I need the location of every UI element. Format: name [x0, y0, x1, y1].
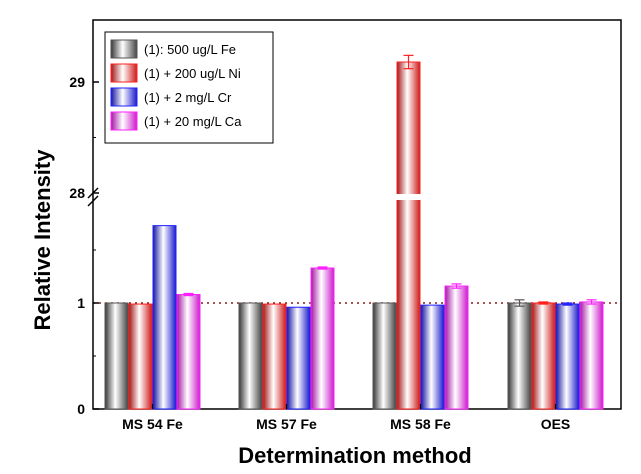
legend-label: (1): 500 ug/L Fe — [144, 42, 236, 57]
error-bar — [586, 299, 597, 305]
legend-swatch — [110, 87, 138, 107]
bar — [310, 267, 335, 410]
bar — [176, 294, 201, 410]
bar — [555, 303, 580, 410]
bar — [262, 303, 287, 410]
axis-break-gap — [94, 194, 620, 200]
legend-swatch — [110, 39, 138, 59]
bar — [579, 301, 604, 410]
bar — [531, 302, 556, 410]
x-tick-label: OES — [541, 416, 571, 432]
x-tick-label: MS 54 Fe — [122, 416, 183, 432]
x-tick-label: MS 57 Fe — [256, 416, 317, 432]
y-tick-label: 29 — [69, 74, 85, 90]
y-tick-label: 28 — [69, 185, 85, 201]
y-axis-title: Relative Intensity — [30, 149, 55, 331]
y-tick-label: 1 — [77, 295, 85, 311]
bar — [104, 302, 129, 410]
bar — [420, 304, 445, 410]
error-bar — [562, 302, 573, 306]
bar — [128, 303, 153, 410]
bar — [286, 306, 311, 410]
error-bar — [317, 266, 328, 270]
bar — [152, 225, 177, 410]
bar — [372, 302, 397, 410]
legend-label: (1) + 2 mg/L Cr — [144, 90, 232, 105]
legend-label: (1) + 200 ug/L Ni — [144, 66, 241, 81]
error-bar — [514, 299, 525, 307]
error-bar — [538, 301, 549, 305]
plot-area: 0 1 28 29 MS 54 Fe MS 57 Fe MS 58 Fe OES (1): 50… — [69, 19, 622, 432]
error-bar — [451, 283, 462, 289]
legend-swatch — [110, 111, 138, 131]
axis-break-mark — [87, 195, 99, 207]
y-tick-label: 0 — [77, 401, 85, 417]
x-tick-label: MS 58 Fe — [390, 416, 451, 432]
plot-frame — [92, 19, 622, 410]
bar — [507, 302, 532, 410]
error-bar — [403, 54, 414, 70]
bar — [444, 285, 469, 410]
error-bar — [183, 292, 194, 297]
bar — [238, 302, 263, 410]
legend: (1): 500 ug/L Fe (1) + 200 ug/L Ni (1) + 2… — [104, 31, 274, 144]
legend-swatch — [110, 63, 138, 83]
legend-label: (1) + 20 mg/L Ca — [144, 114, 242, 129]
bar — [396, 61, 421, 410]
x-axis-title: Determination method — [238, 443, 471, 468]
